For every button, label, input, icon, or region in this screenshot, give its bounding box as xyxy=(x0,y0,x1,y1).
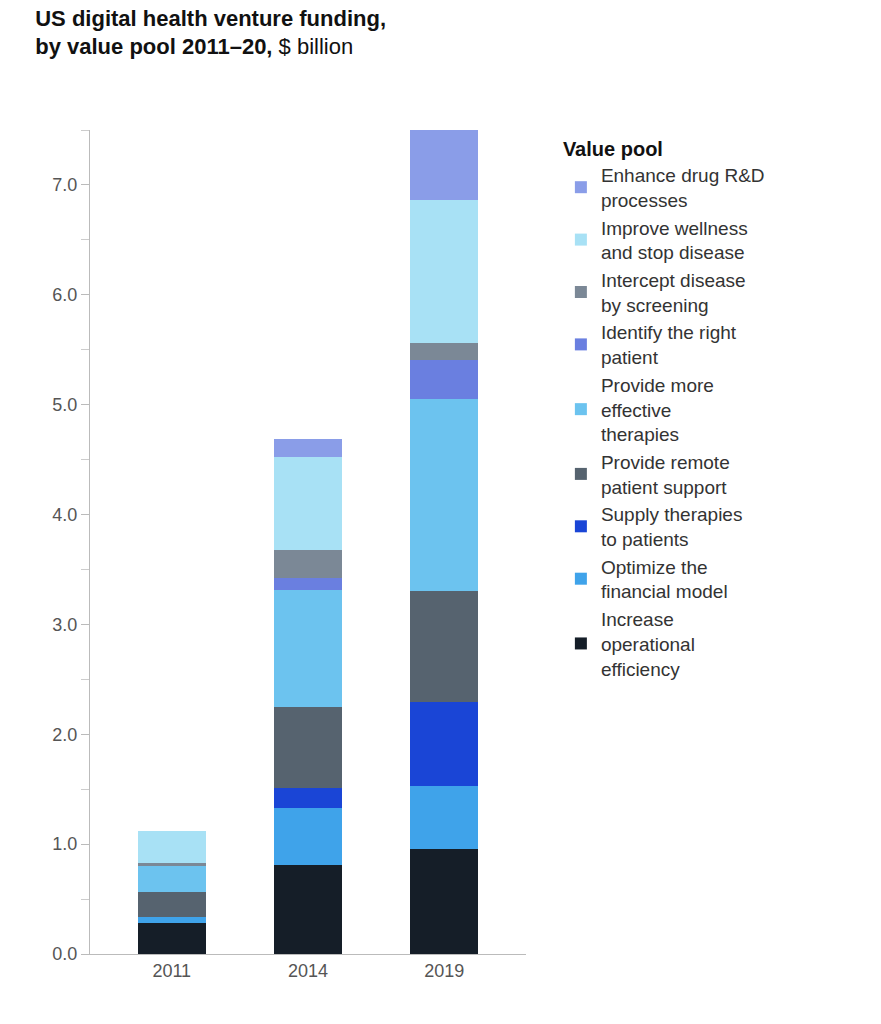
svg-text:Provide remotepatient support: Provide remotepatient support xyxy=(601,452,730,498)
svg-text:3.0: 3.0 xyxy=(52,615,77,635)
svg-text:1.0: 1.0 xyxy=(52,834,77,854)
svg-text:6.0: 6.0 xyxy=(52,285,77,305)
svg-text:Increaseoperationalefficiency: Increaseoperationalefficiency xyxy=(601,609,695,679)
svg-text:0.0: 0.0 xyxy=(52,944,77,964)
svg-text:US digital health venture fund: US digital health venture funding,by val… xyxy=(35,6,386,60)
svg-text:Optimize thefinancial model: Optimize thefinancial model xyxy=(601,557,728,603)
svg-text:2011: 2011 xyxy=(152,961,191,981)
svg-text:Value pool: Value pool xyxy=(563,138,663,160)
svg-text:Provide moreeffectivetherapies: Provide moreeffectivetherapies xyxy=(601,375,714,445)
svg-text:2014: 2014 xyxy=(288,961,328,981)
svg-text:2.0: 2.0 xyxy=(52,725,77,745)
svg-text:7.0: 7.0 xyxy=(52,175,77,195)
svg-text:Intercept diseaseby screening: Intercept diseaseby screening xyxy=(601,270,746,316)
svg-text:Enhance drug R&Dprocesses: Enhance drug R&Dprocesses xyxy=(601,165,765,211)
svg-text:Supply therapiesto patients: Supply therapiesto patients xyxy=(601,504,743,550)
svg-text:5.0: 5.0 xyxy=(52,395,77,415)
svg-text:Identify the rightpatient: Identify the rightpatient xyxy=(601,322,737,368)
svg-text:4.0: 4.0 xyxy=(52,505,77,525)
svg-text:Improve wellnessand stop disea: Improve wellnessand stop disease xyxy=(601,218,748,264)
svg-text:2019: 2019 xyxy=(424,961,464,981)
